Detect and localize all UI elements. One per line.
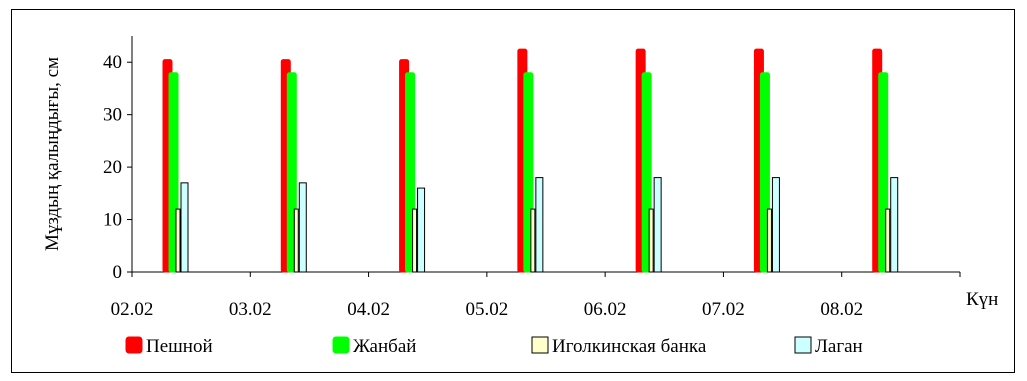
bar-4-05.02 xyxy=(535,177,544,273)
legend-label-2: Жанбай xyxy=(353,336,416,357)
bar-3-04.02 xyxy=(412,208,418,273)
bar-3-07.02 xyxy=(766,208,772,273)
x-tick-label: 06.02 xyxy=(584,299,627,320)
x-tick-label: 02.02 xyxy=(111,299,154,320)
bar-4-04.02 xyxy=(417,187,426,273)
bars xyxy=(162,48,899,273)
y-axis-label: Мұздың қалыңдығы, см xyxy=(42,57,63,251)
y-tick-label: 40 xyxy=(103,52,122,73)
bar-3-03.02 xyxy=(293,208,299,273)
x-tick-label: 05.02 xyxy=(465,299,508,320)
x-tick-label: 08.02 xyxy=(820,299,863,320)
legend-swatch-2 xyxy=(332,336,350,354)
y-tick-label: 30 xyxy=(103,105,122,126)
bar-3-08.02 xyxy=(885,208,891,273)
bar-4-02.02 xyxy=(180,182,189,273)
x-tick-label: 04.02 xyxy=(347,299,390,320)
bar-3-02.02 xyxy=(175,208,181,273)
plot-area: 0 10 20 30 40 02.02 03.02 04.02 05.02 06.02 07.02… xyxy=(103,36,961,320)
legend-label-4: Лаган xyxy=(815,336,863,357)
y-tick-label: 20 xyxy=(103,157,122,178)
legend-swatch-4 xyxy=(794,336,812,354)
legend-label-1: Пешной xyxy=(146,336,213,357)
legend: Пешной Жанбай Иголкинская банка Лаган xyxy=(125,336,863,357)
y-tick-label: 10 xyxy=(103,210,122,231)
legend-swatch-1 xyxy=(125,336,143,354)
y-ticks: 0 10 20 30 40 xyxy=(103,52,132,283)
x-ticks: 02.02 03.02 04.02 05.02 06.02 07.02 08.02 xyxy=(111,272,961,320)
legend-swatch-3 xyxy=(531,336,549,354)
bar-4-06.02 xyxy=(653,177,662,273)
bar-4-07.02 xyxy=(771,177,780,273)
bar-4-03.02 xyxy=(298,182,307,273)
x-tick-label: 07.02 xyxy=(702,299,745,320)
bar-4-08.02 xyxy=(890,177,899,273)
legend-label-3: Иголкинская банка xyxy=(552,336,707,357)
y-tick-label: 0 xyxy=(113,262,123,283)
x-axis-label: Күн xyxy=(966,289,998,310)
bar-3-06.02 xyxy=(648,208,654,273)
bar-3-05.02 xyxy=(530,208,536,273)
x-tick-label: 03.02 xyxy=(229,299,272,320)
